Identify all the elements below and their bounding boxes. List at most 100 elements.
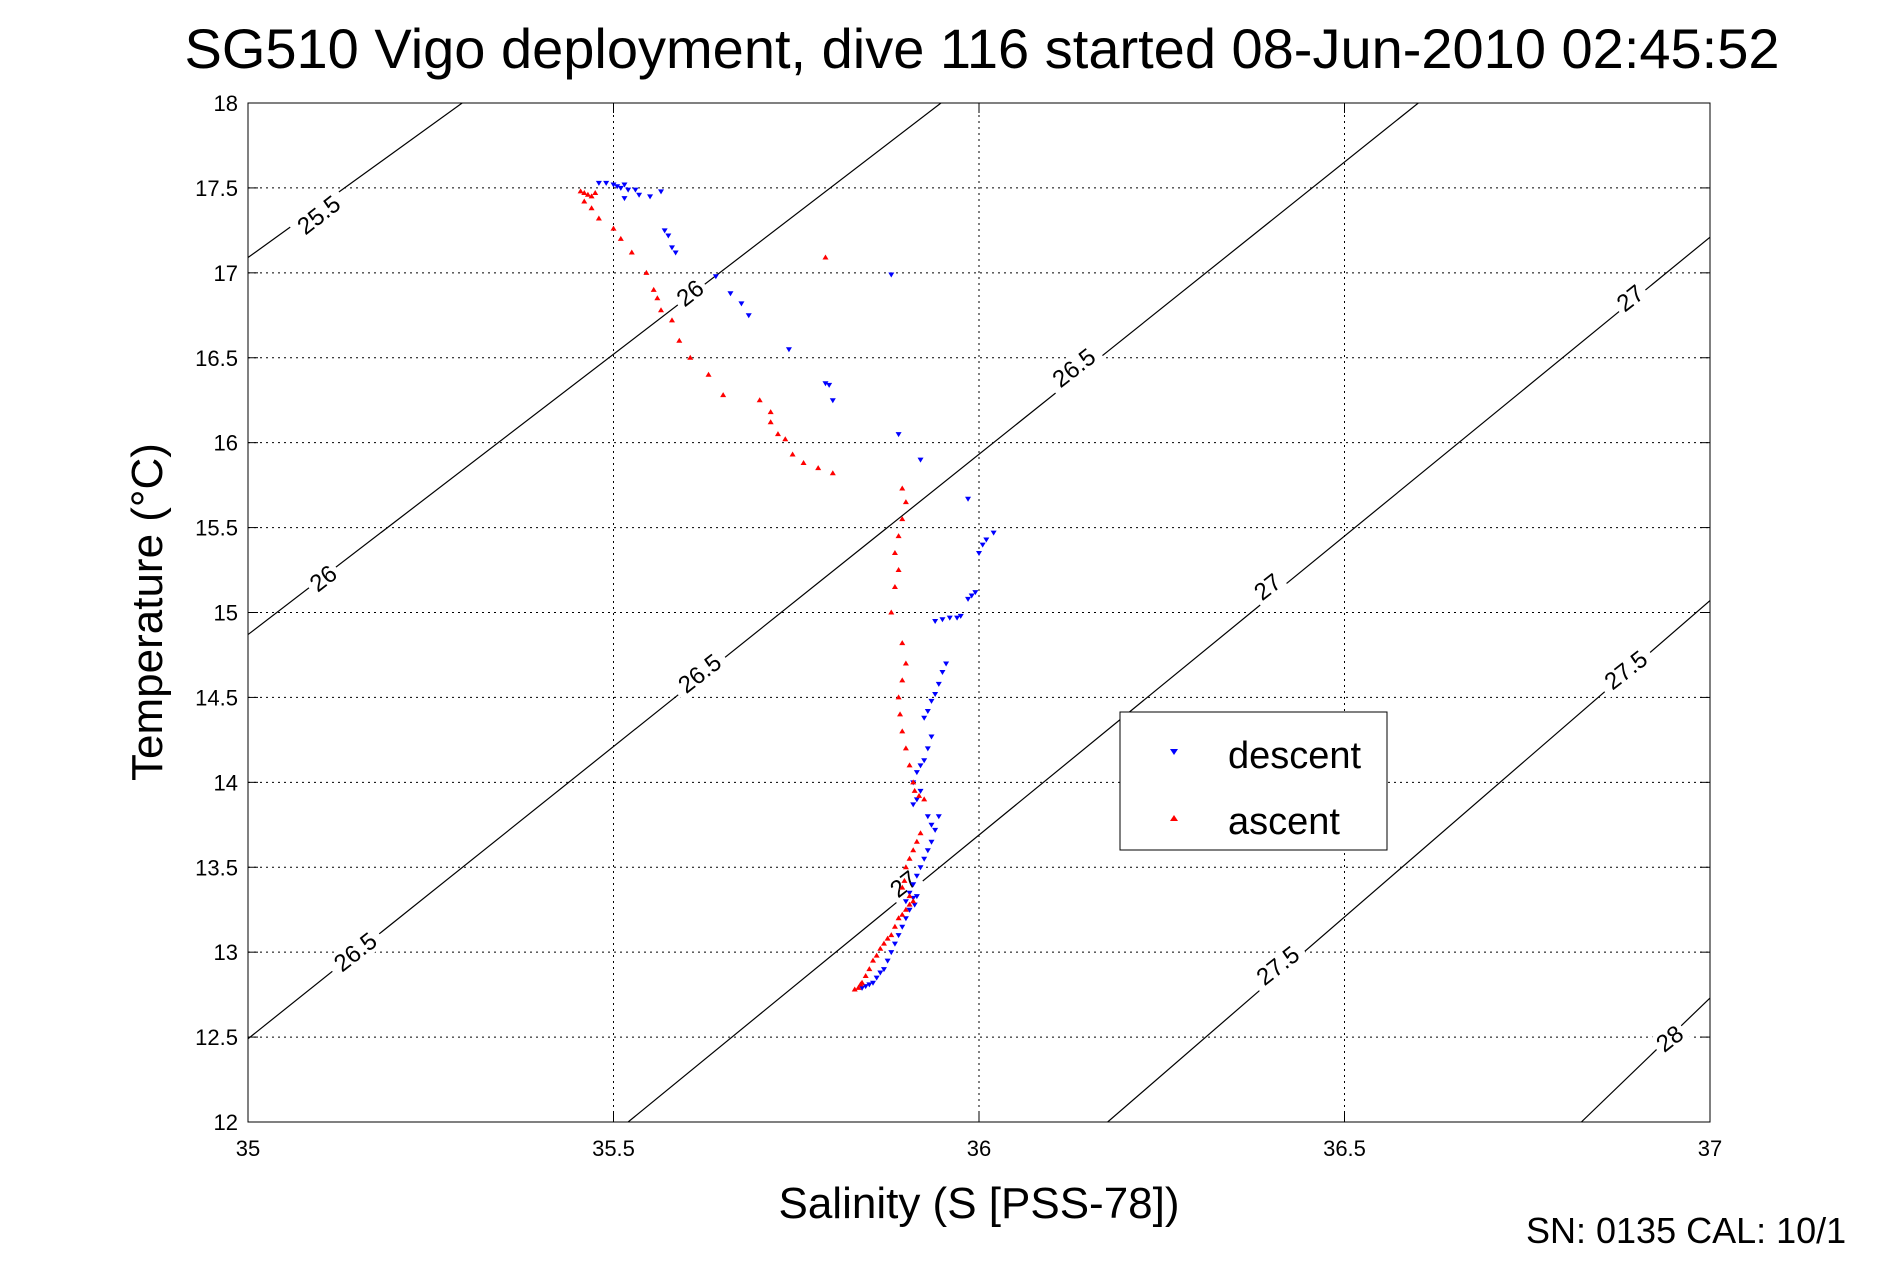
descent-point	[870, 980, 877, 986]
y-tick-label: 17	[214, 261, 238, 286]
isopycnal-label-gap	[669, 273, 712, 314]
descent-point	[910, 802, 917, 808]
descent-point	[899, 924, 906, 930]
ascent-point	[902, 745, 909, 751]
descent-point	[625, 187, 632, 193]
ascent-point	[577, 188, 584, 194]
ascent-point	[902, 864, 909, 870]
ascent-point	[913, 838, 920, 844]
descent-point	[888, 950, 895, 956]
descent-point	[983, 537, 990, 543]
descent-point	[877, 970, 884, 976]
ascent-point	[581, 190, 588, 196]
ascent-point	[888, 609, 895, 615]
ascent-point	[782, 436, 789, 442]
descent-point	[921, 856, 928, 862]
descent-point	[661, 228, 668, 234]
descent-point	[946, 615, 953, 621]
isopycnal-line-27	[627, 236, 1710, 1122]
descent-point	[603, 180, 610, 186]
ascent-point	[595, 215, 602, 221]
descent-point	[873, 975, 880, 981]
ascent-point	[906, 762, 913, 768]
descent-point	[913, 873, 920, 879]
y-tick-label: 12	[214, 1110, 238, 1135]
ascent-point	[880, 940, 887, 946]
descent-point	[913, 894, 920, 900]
x-tick-label: 35.5	[592, 1136, 635, 1161]
x-tick-label: 36.5	[1323, 1136, 1366, 1161]
ascent-point	[895, 567, 902, 573]
isopycnal-label-gap	[1246, 937, 1310, 994]
ascent-point	[901, 877, 908, 883]
y-tick-label: 15.5	[195, 516, 238, 541]
ascent-point	[862, 972, 869, 978]
descent-point	[595, 180, 602, 186]
ascent-point	[891, 584, 898, 590]
isopycnal-line-25-5	[248, 103, 463, 259]
isopycnal-label-gap	[1594, 642, 1657, 699]
isopycnal-line-26-5	[248, 103, 1419, 1040]
ascent-point	[676, 337, 683, 343]
ascent-point	[897, 711, 904, 717]
ascent-point	[906, 893, 913, 899]
x-tick-label: 36	[967, 1136, 991, 1161]
ascent-point	[891, 550, 898, 556]
y-axis-tick-labels: 12 12.5 13 13.5 14 14.5 15 15.5 16 16.5 17 17.5 18	[195, 91, 238, 1135]
ascent-point	[910, 779, 917, 785]
descent-point	[990, 530, 997, 536]
descent-point	[917, 457, 924, 463]
ascent-point	[857, 981, 864, 987]
descent-point	[965, 596, 972, 602]
ascent-point	[767, 409, 774, 415]
descent-point	[928, 822, 935, 828]
descent-point	[928, 839, 935, 845]
ascent-point	[654, 295, 661, 301]
ascent-point	[588, 193, 595, 199]
descent-point	[658, 189, 665, 195]
descent-point	[665, 233, 672, 239]
ascent-point	[902, 660, 909, 666]
y-tick-label: 17.5	[195, 176, 238, 201]
descent-point	[943, 661, 950, 667]
descent-point	[614, 184, 621, 190]
ascent-point	[899, 884, 906, 890]
isopycnal-label-gap	[1609, 278, 1652, 319]
ascent-point	[873, 952, 880, 958]
descent-point	[880, 967, 887, 973]
ascent-point	[917, 830, 924, 836]
descent-point	[917, 865, 924, 871]
descent-point	[647, 194, 654, 200]
ascent-point	[592, 190, 599, 196]
isopycnal-lines	[248, 103, 1710, 1122]
ascent-point	[899, 728, 906, 734]
footer-serial-calibration: SN: 0135 CAL: 10/1	[1526, 1210, 1846, 1251]
descent-point	[965, 496, 972, 502]
ascent-point	[851, 986, 858, 992]
descent-point	[866, 982, 873, 988]
isopycnal-label-gap	[287, 187, 350, 244]
ascent-point	[822, 254, 829, 260]
ascent-point	[643, 269, 650, 275]
descent-point	[972, 590, 979, 596]
descent-point	[939, 669, 946, 675]
y-tick-label: 16.5	[195, 346, 238, 371]
ascent-point	[581, 198, 588, 204]
isopycnal-label-gap	[302, 558, 345, 599]
y-tick-label: 15	[214, 601, 238, 626]
ascent-point	[891, 923, 898, 929]
descent-point	[636, 192, 643, 198]
descent-point	[884, 958, 891, 964]
descent-point	[617, 185, 624, 191]
ascent-point	[870, 957, 877, 963]
isopycnal-line-28	[1580, 997, 1710, 1122]
ascent-point	[687, 354, 694, 360]
ascent-point	[877, 945, 884, 951]
descent-point	[668, 245, 675, 251]
descent-point	[632, 187, 639, 193]
descent-point	[921, 715, 928, 721]
y-tick-label: 12.5	[195, 1025, 238, 1050]
grid-lines	[248, 103, 1710, 1122]
